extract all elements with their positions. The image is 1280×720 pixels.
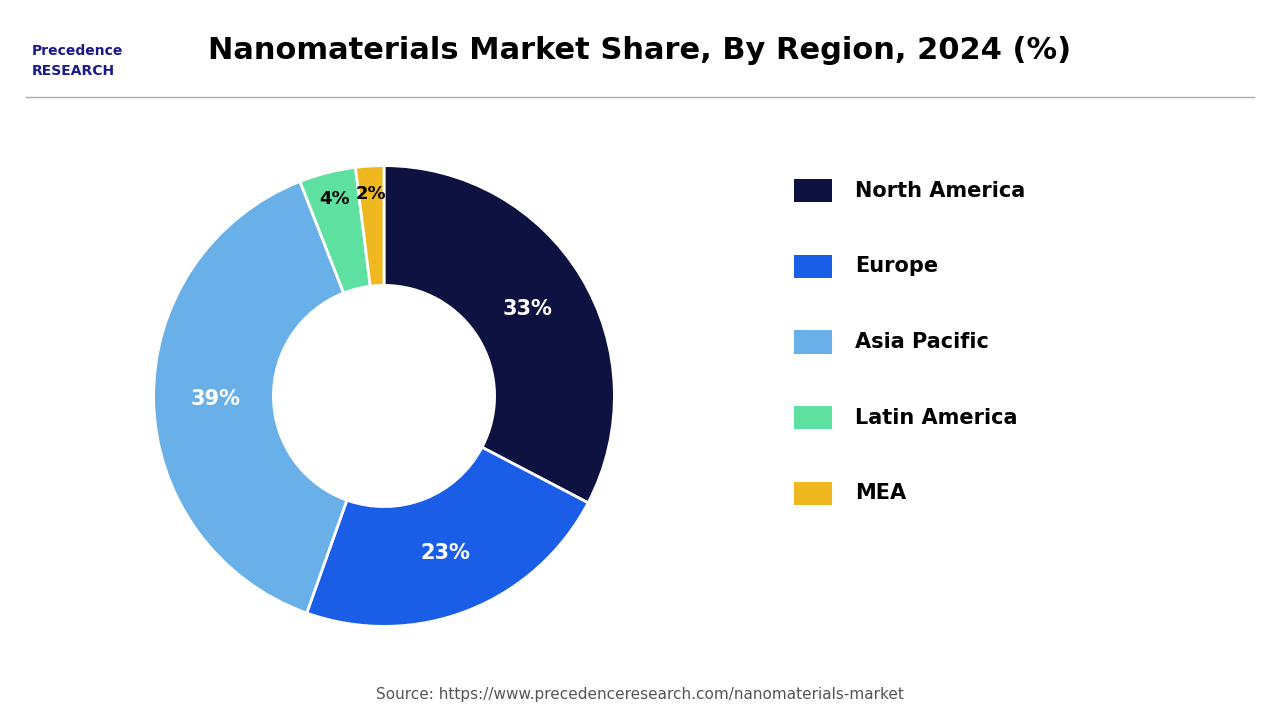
Wedge shape (307, 447, 588, 626)
Text: 33%: 33% (503, 299, 553, 319)
Text: 23%: 23% (420, 543, 470, 562)
Text: 4%: 4% (319, 191, 349, 209)
Text: North America: North America (855, 181, 1025, 201)
Text: MEA: MEA (855, 483, 906, 503)
Text: Source: https://www.precedenceresearch.com/nanomaterials-market: Source: https://www.precedenceresearch.c… (376, 688, 904, 702)
Wedge shape (384, 166, 614, 503)
Wedge shape (154, 181, 347, 613)
Wedge shape (300, 167, 370, 293)
Text: Latin America: Latin America (855, 408, 1018, 428)
Text: Asia Pacific: Asia Pacific (855, 332, 989, 352)
Text: Nanomaterials Market Share, By Region, 2024 (%): Nanomaterials Market Share, By Region, 2… (209, 36, 1071, 65)
Text: 39%: 39% (191, 389, 241, 409)
Text: Precedence
RESEARCH: Precedence RESEARCH (32, 45, 123, 78)
Text: Europe: Europe (855, 256, 938, 276)
Text: 2%: 2% (356, 184, 387, 202)
Wedge shape (356, 166, 384, 287)
